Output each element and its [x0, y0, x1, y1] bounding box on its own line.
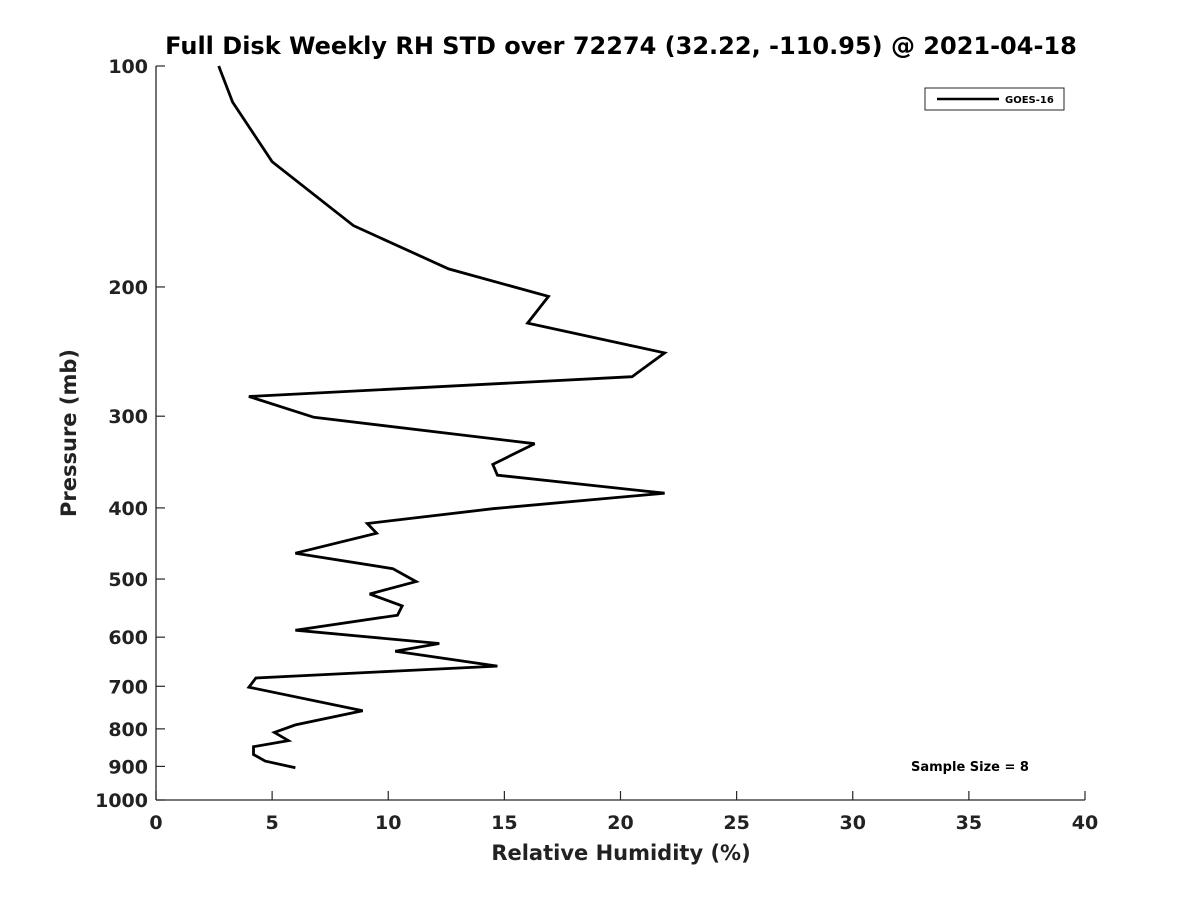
sample-size-annotation: Sample Size = 8: [911, 760, 1029, 775]
x-tick-label: 25: [723, 812, 749, 834]
x-tick-label: 0: [149, 812, 162, 834]
y-tick-label: 200: [108, 277, 148, 299]
legend: GOES-16: [924, 87, 1065, 111]
y-tick-label: 400: [108, 498, 148, 520]
y-tick-label: 1000: [95, 790, 148, 812]
y-tick-label: 100: [108, 56, 148, 78]
x-axis-label: Relative Humidity (%): [491, 841, 750, 865]
x-tick-label: 5: [266, 812, 279, 834]
y-axis-ticks: 100 200 300 400 500 600 700 800 900 1000: [95, 56, 165, 812]
series-line-goes-16: [217, 65, 668, 770]
x-tick-label: 15: [491, 812, 517, 834]
legend-label-goes-16: GOES-16: [1005, 95, 1054, 106]
y-tick-label: 300: [108, 406, 148, 428]
series-layer: [217, 65, 668, 770]
x-axis-ticks: 0 5 10 15 20 25 30 35 40: [149, 791, 1098, 834]
x-tick-label: 40: [1072, 812, 1098, 834]
plot-area: [155, 66, 1085, 801]
y-tick-label: 500: [108, 569, 148, 591]
y-tick-label: 900: [108, 756, 148, 778]
y-tick-label: 800: [108, 719, 148, 741]
y-tick-label: 600: [108, 627, 148, 649]
x-tick-label: 30: [840, 812, 866, 834]
y-axis-label: Pressure (mb): [57, 349, 81, 517]
chart-title: Full Disk Weekly RH STD over 72274 (32.2…: [165, 32, 1077, 60]
y-tick-label: 700: [108, 676, 148, 698]
x-tick-label: 20: [607, 812, 633, 834]
x-tick-label: 10: [375, 812, 401, 834]
x-tick-label: 35: [956, 812, 982, 834]
